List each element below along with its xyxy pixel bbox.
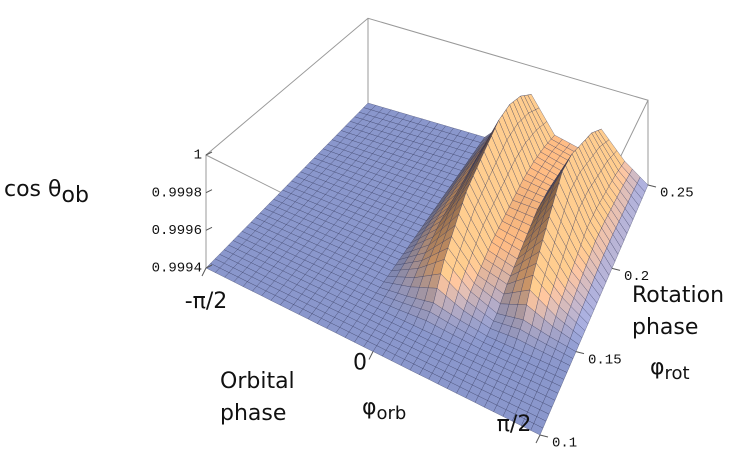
z-tick: [205, 264, 213, 269]
y-axis-symbol: φrot: [650, 355, 690, 384]
z-tick: [205, 151, 213, 156]
y-symbol-sub: rot: [665, 363, 690, 384]
y-axis-label: phase: [632, 315, 698, 340]
y-tick-label: 0.25: [660, 186, 694, 202]
y-tick: [539, 434, 549, 438]
z-axis-label: cos θob: [4, 177, 89, 208]
x-axis-label: Orbital: [220, 369, 295, 394]
x-tick: [535, 434, 541, 444]
z-tick: [205, 189, 213, 194]
x-tick-label: 0: [353, 351, 367, 376]
z-tick-label: 0.9998: [152, 185, 202, 201]
x-tick: [368, 351, 374, 360]
x-symbol-sub: orb: [377, 403, 407, 424]
y-tick: [575, 351, 585, 355]
x-tick-label: π/2: [497, 412, 532, 437]
y-symbol: φ: [650, 355, 665, 380]
z-tick: [205, 226, 213, 231]
x-tick: [201, 267, 207, 277]
surface-patch: [530, 423, 544, 436]
z-label-main: cos θ: [4, 177, 61, 202]
y-tick-label: 0.1: [552, 436, 577, 452]
y-tick: [611, 267, 621, 271]
z-tick-label: 0.9996: [152, 223, 202, 239]
x-axis-label: phase: [220, 401, 286, 426]
z-label-sub: ob: [61, 183, 88, 208]
x-symbol: φ: [362, 395, 377, 420]
y-tick-label: 0.2: [624, 269, 649, 285]
y-axis-label: Rotation: [632, 283, 724, 308]
y-tick-label: 0.15: [588, 352, 622, 368]
y-tick: [647, 184, 657, 188]
surface: [205, 93, 649, 436]
x-tick-label: -π/2: [185, 289, 228, 314]
x-axis-symbol: φorb: [362, 395, 406, 424]
z-tick-label: 0.9994: [152, 261, 202, 277]
z-tick-label: 1: [194, 148, 202, 164]
